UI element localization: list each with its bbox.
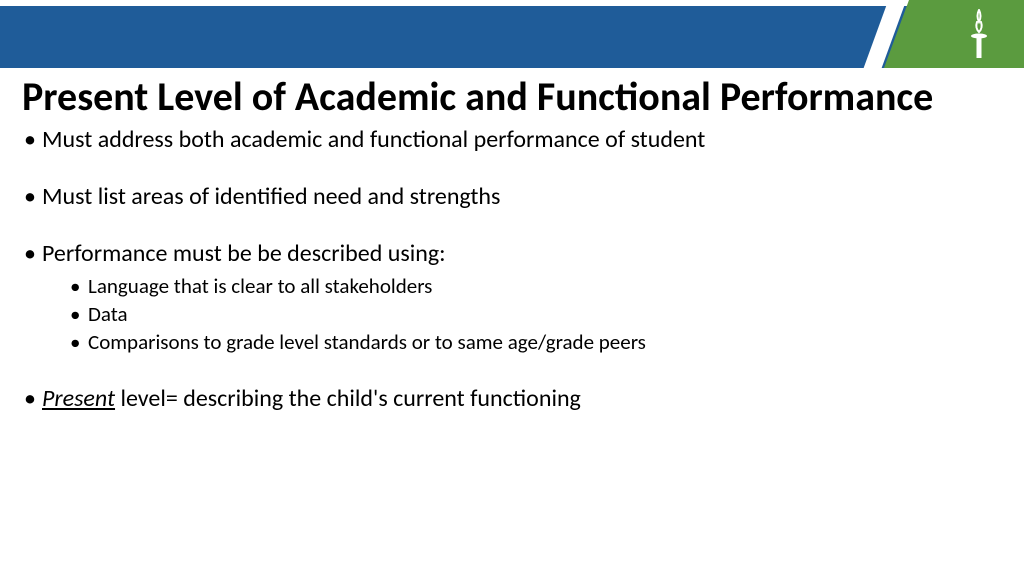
- bullet-item: Must address both academic and functiona…: [22, 124, 1002, 155]
- bullet-item: Must list areas of identified need and s…: [22, 181, 1002, 212]
- bullet-item: Present level= describing the child's cu…: [22, 383, 1002, 414]
- emphasized-word: Present: [42, 384, 115, 413]
- white-top-strip: [0, 0, 1024, 6]
- bullet-text: Performance must be be described using:: [42, 239, 446, 268]
- slide-content: Present Level of Academic and Functional…: [0, 68, 1024, 414]
- torch-icon: [964, 8, 994, 60]
- sub-bullet-item: Comparisons to grade level standards or …: [70, 328, 1002, 356]
- bullet-item: Performance must be be described using: …: [22, 238, 1002, 356]
- bullet-text-rest: level= describing the child's current fu…: [115, 384, 581, 413]
- sub-bullet-item: Data: [70, 300, 1002, 328]
- slide-title: Present Level of Academic and Functional…: [22, 74, 1002, 120]
- sub-bullet-list: Language that is clear to all stakeholde…: [42, 272, 1002, 357]
- header-bar: [0, 0, 1024, 68]
- sub-bullet-item: Language that is clear to all stakeholde…: [70, 272, 1002, 300]
- bullet-list: Must address both academic and functiona…: [22, 124, 1002, 414]
